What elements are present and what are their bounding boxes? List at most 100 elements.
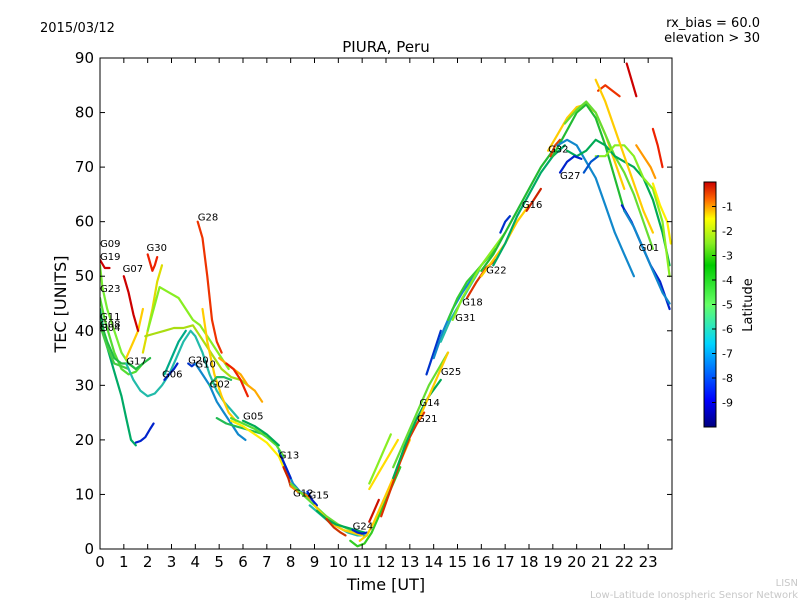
x-tick-label: 14	[424, 553, 443, 571]
y-tick-label: 50	[75, 267, 94, 285]
credit-lisn: LISN	[776, 578, 798, 589]
series-line-g22c	[480, 149, 554, 272]
series-line-g24d	[368, 498, 380, 523]
colorbar-tick-label: -2	[722, 225, 733, 238]
sat-label-g05: G05	[243, 412, 263, 423]
x-tick-label: 7	[262, 553, 272, 571]
series-line-g16b	[525, 187, 542, 212]
series-line-g13b	[280, 455, 292, 480]
series-line-g05d	[241, 419, 280, 447]
series-line-g24	[351, 528, 368, 535]
x-tick-label: 5	[214, 553, 224, 571]
sat-label-g13: G13	[279, 450, 299, 461]
series-line-g15e	[325, 517, 347, 537]
x-axis-label: Time [UT]	[346, 575, 425, 594]
y-axis-ticks: 0 10 20 30 40 50 60 70 80 90	[75, 49, 672, 558]
sat-label-g10: G10	[195, 359, 215, 370]
x-tick-label: 8	[286, 553, 296, 571]
elevation-label: elevation > 30	[664, 31, 760, 46]
y-tick-label: 60	[75, 213, 94, 231]
y-tick-label: 0	[84, 540, 94, 558]
y-tick-label: 90	[75, 49, 94, 67]
series-line-g06b	[163, 329, 187, 376]
y-axis-label: TEC [UNITS]	[51, 256, 70, 354]
colorbar-ticks: -1 -2 -3 -4 -5 -6 -7 -8 -9	[712, 201, 733, 410]
sat-label-g14: G14	[419, 398, 439, 409]
colorbar-tick-label: -1	[722, 201, 733, 214]
series-line-g32	[549, 138, 562, 158]
series-line-g27d	[594, 78, 654, 234]
x-tick-label: 6	[238, 553, 248, 571]
credit-network: Low-Latitude Ionospheric Sensor Network	[590, 590, 798, 600]
series-line-g28	[196, 220, 223, 354]
sat-label-g22: G22	[486, 265, 506, 276]
series-line-g01a	[134, 422, 155, 444]
series-line-g01c	[625, 62, 638, 98]
sat-label-g28: G28	[198, 213, 218, 224]
series-line-g30	[146, 253, 159, 272]
colorbar-tick-label: -9	[722, 397, 733, 410]
series-line-g30b	[141, 264, 164, 354]
colorbar-tick-label: -7	[722, 348, 733, 361]
series-line-g12b	[289, 482, 364, 534]
x-tick-label: 4	[191, 553, 201, 571]
x-tick-label: 13	[400, 553, 419, 571]
x-axis-ticks: 0 1 2 3 4 5 6 7 8 9 10 11 12 13 14 15 16 17 18 19 20 21 22 23	[95, 58, 658, 571]
series-line-g18b	[451, 231, 507, 321]
sat-label-g08: G08	[100, 320, 120, 331]
sat-label-g21: G21	[417, 414, 437, 425]
y-tick-label: 40	[75, 322, 94, 340]
series-line-g06	[163, 362, 179, 381]
series-line-g20	[187, 362, 197, 368]
series-line-g32d	[556, 138, 635, 278]
y-tick-label: 80	[75, 104, 94, 122]
plot-frame	[99, 57, 673, 550]
x-tick-label: 11	[353, 553, 372, 571]
series-line-g08	[100, 324, 130, 371]
x-tick-label: 20	[567, 553, 586, 571]
series-line-g32f	[566, 138, 671, 267]
series-line-g05c	[230, 419, 290, 480]
x-tick-label: 15	[448, 553, 467, 571]
sat-label-g01: G01	[639, 243, 659, 254]
x-tick-label: 18	[519, 553, 538, 571]
series-line-g32g	[594, 144, 671, 278]
series-line-g32c	[551, 103, 626, 212]
colorbar-tick-label: -8	[722, 372, 733, 385]
series-line-g04	[100, 318, 152, 371]
colorbar-tick-label: -4	[722, 274, 733, 287]
sat-label-g09: G09	[100, 239, 120, 250]
sat-label-g31: G31	[455, 313, 475, 324]
rx-bias-label: rx_bias = 60.0	[666, 16, 760, 31]
sat-label-g17: G17	[126, 357, 146, 368]
series-line-g24e	[368, 438, 399, 491]
series-line-g07	[122, 275, 140, 332]
x-tick-label: 3	[167, 553, 177, 571]
x-tick-label: 16	[472, 553, 491, 571]
colorbar-tick-label: -5	[722, 299, 733, 312]
x-tick-label: 1	[119, 553, 129, 571]
x-tick-label: 23	[639, 553, 658, 571]
y-tick-label: 10	[75, 485, 94, 503]
sat-label-g27: G27	[560, 171, 580, 182]
series-line-g25	[425, 329, 442, 376]
sat-label-g20: G20	[188, 356, 208, 367]
series-line-g17b	[125, 307, 144, 360]
series-line-g01b	[623, 209, 671, 305]
y-tick-label: 30	[75, 376, 94, 394]
series-line-g24f	[368, 433, 392, 485]
x-tick-label: 12	[376, 553, 395, 571]
sat-label-g32: G32	[548, 144, 568, 155]
series-line-g28b	[201, 307, 237, 422]
colorbar-label: Latitude	[741, 278, 756, 332]
x-tick-label: 10	[329, 553, 348, 571]
series-layer	[100, 62, 672, 548]
sat-label-g24: G24	[353, 521, 373, 532]
series-line-g15d	[315, 509, 366, 534]
series-line-g30d	[144, 324, 249, 387]
series-line-g09	[100, 258, 111, 270]
x-tick-label: 0	[95, 553, 105, 571]
sat-label-g30: G30	[146, 243, 166, 254]
